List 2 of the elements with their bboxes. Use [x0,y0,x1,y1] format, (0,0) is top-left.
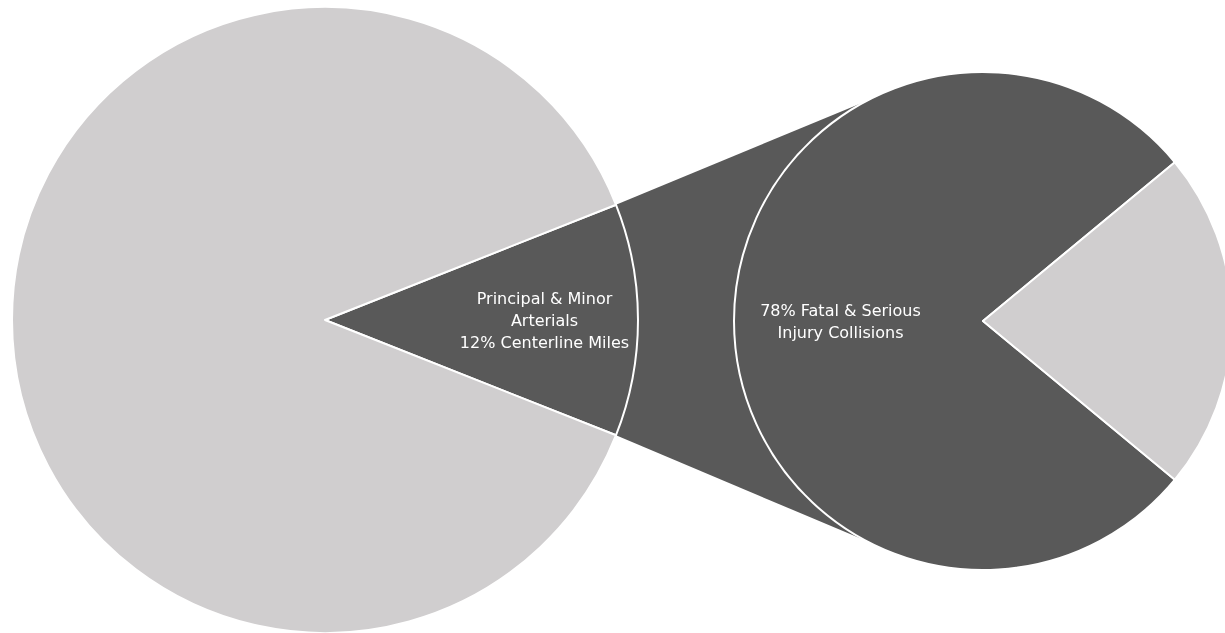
slice-label: Principal & Minor Arterials 12% Centerline Miles [459,288,630,352]
slice-label: 78% Fatal & Serious Injury Collisions [760,300,921,342]
